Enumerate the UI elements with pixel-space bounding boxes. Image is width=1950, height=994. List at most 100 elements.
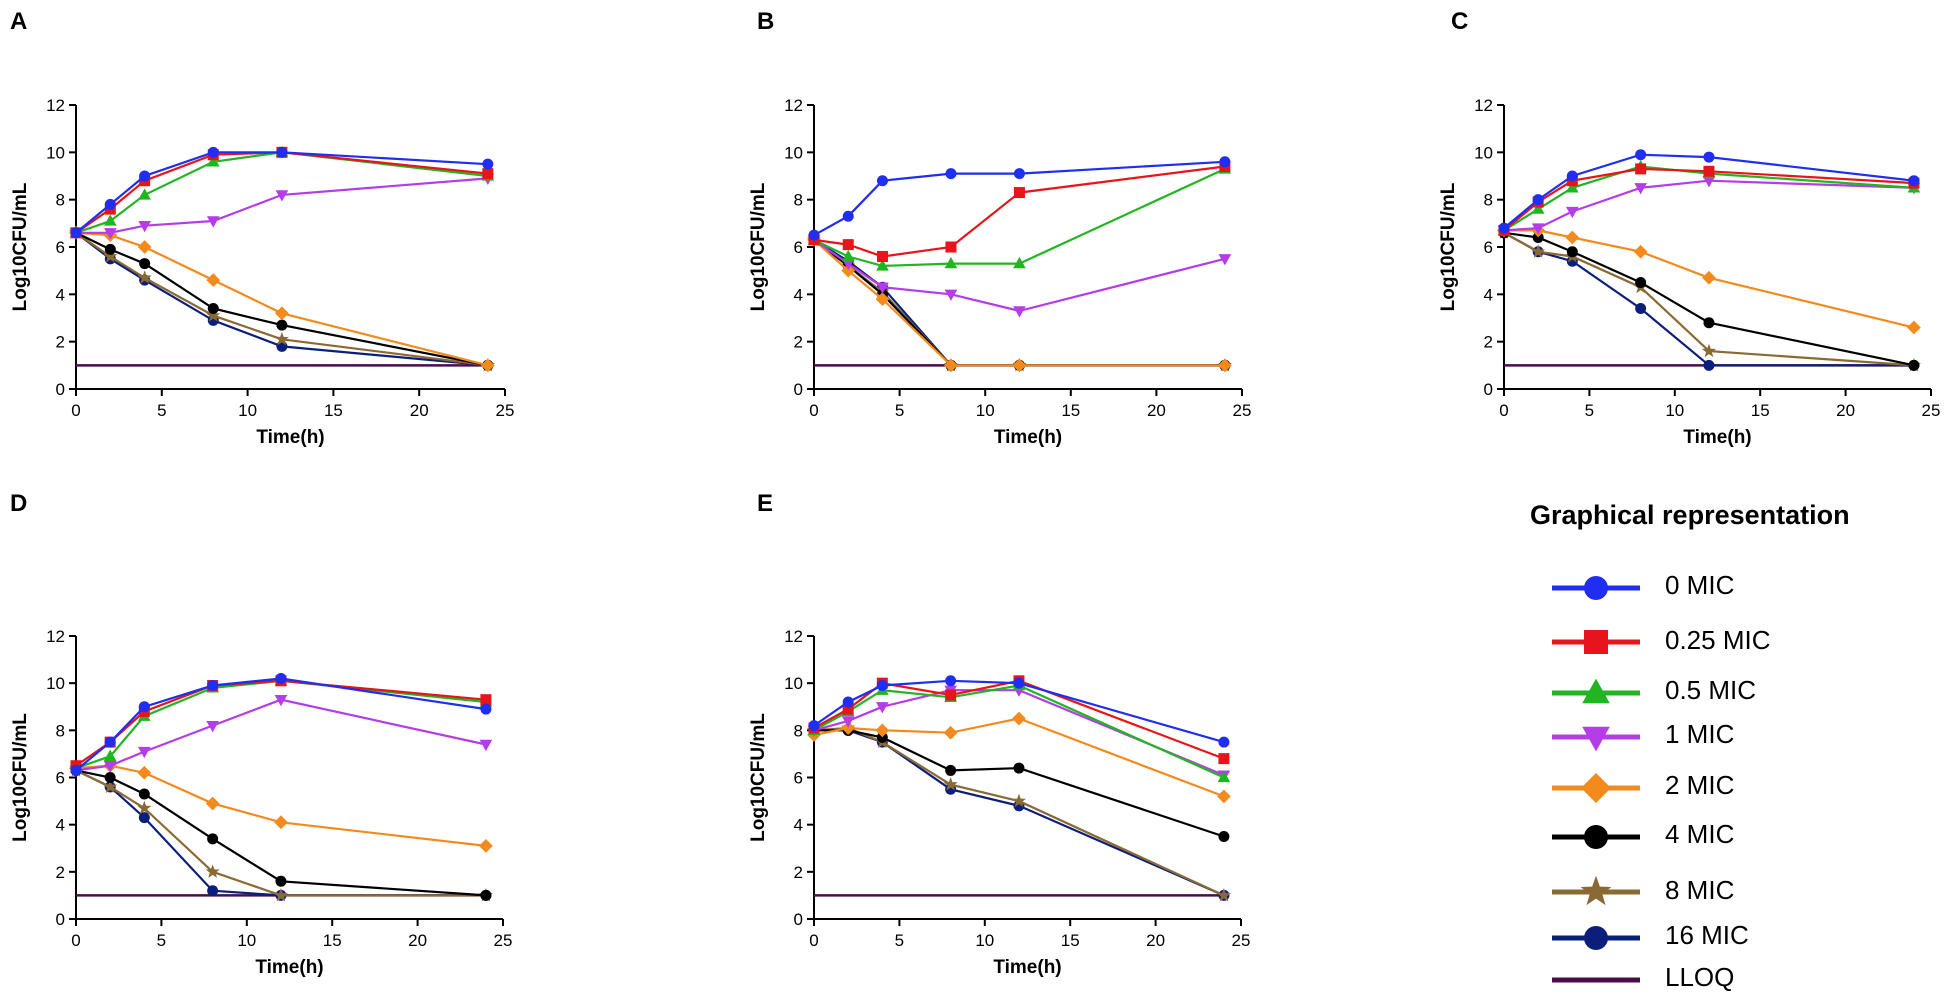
point-a-0-25-mic-5: [482, 168, 494, 180]
series-line-d-8-mic: [75, 769, 486, 897]
point-c-2-mic-4: [1702, 270, 1716, 285]
y-tick-label-c-4: 4: [1484, 285, 1493, 304]
point-c-1-mic-4: [1702, 176, 1716, 188]
y-tick-label-e-6: 6: [794, 769, 803, 788]
point-c-2-mic-2: [1565, 230, 1580, 245]
x-tick-label-c-25: 25: [1922, 401, 1941, 420]
point-a-0-mic-0: [70, 227, 82, 239]
y-tick-label-c-6: 6: [1484, 238, 1493, 257]
chart-panel-c: 0 2 4 6 8 10 12 0 5 10 15 20 25 Time(h) Log10CFU/mL: [1438, 96, 1940, 448]
x-tick-label-e-0: 0: [809, 931, 818, 950]
y-axis-title-c: Log10CFU/mL: [1438, 182, 1459, 311]
legend: Graphical representation 0 MIC 0.25 MIC …: [1530, 500, 1930, 992]
point-e-0-mic-1: [842, 696, 854, 708]
point-d-16-mic-2: [138, 812, 150, 824]
panel-label-c: C: [1451, 8, 1469, 35]
point-d-1-mic-1: [103, 761, 117, 773]
series-line-c-4-mic: [1503, 231, 1915, 367]
series-line-d-1-mic: [75, 698, 487, 772]
x-tick-label-a-10: 10: [238, 401, 257, 420]
x-tick-label-e-20: 20: [1146, 931, 1165, 950]
point-a-0-mic-1: [104, 198, 116, 210]
point-b-0-25-mic-4: [1013, 187, 1025, 199]
point-d-8-mic-2: [137, 800, 152, 815]
legend-swatches: [1552, 576, 1640, 983]
point-e-2-mic-4: [1012, 711, 1026, 726]
point-d-8-mic-4: [273, 887, 289, 902]
point-b-1-mic-1: [841, 258, 855, 271]
chart-panel-b: 0 2 4 6 8 10 12 0 5 10 15 20 25 Time(h) Log10CFU/mL: [748, 96, 1251, 448]
legend-label-0-mic: 0 MIC: [1665, 570, 1735, 600]
point-b-0-5-mic-1: [841, 249, 855, 262]
point-e-8-mic-5: [1216, 887, 1231, 902]
series-e-4-mic: [808, 724, 1230, 842]
point-d-16-mic-3: [207, 885, 219, 897]
series-line-e-0-5-mic: [813, 684, 1225, 779]
y-tick-label-a-4: 4: [56, 285, 65, 304]
point-d-0-mic-2: [138, 701, 150, 713]
point-a-0-mic-3: [207, 146, 219, 158]
series-b-2-mic: [807, 233, 1232, 373]
panel-label-a: A: [10, 8, 28, 35]
point-c-0-25-mic-3: [1635, 163, 1647, 175]
x-tick-label-c-5: 5: [1585, 401, 1594, 420]
point-d-8-mic-3: [205, 864, 220, 878]
point-e-0-25-mic-5: [1218, 753, 1230, 765]
series-line-a-0-25-mic: [75, 151, 488, 234]
point-d-2-mic-5: [479, 839, 493, 853]
point-c-1-mic-3: [1634, 183, 1647, 195]
x-tick-label-b-10: 10: [976, 401, 995, 420]
y-axis-title-a: Log10CFU/mL: [10, 182, 31, 311]
point-c-4-mic-5: [1908, 359, 1920, 371]
series-line-d-4-mic: [75, 769, 486, 897]
point-e-8-mic-3: [943, 777, 958, 791]
point-c-0-mic-1: [1532, 194, 1544, 206]
point-a-4-mic-1: [104, 243, 116, 255]
panel-label-d: D: [10, 490, 28, 517]
series-line-d-2-mic: [75, 764, 487, 847]
point-d-2-mic-3: [205, 796, 220, 811]
legend-marker-0-5-mic: [1582, 678, 1610, 704]
point-a-16-mic-4: [276, 340, 288, 352]
point-b-2-mic-3: [944, 358, 958, 373]
point-c-4-mic-3: [1635, 277, 1647, 288]
x-tick-label-a-0: 0: [71, 401, 80, 420]
point-a-1-mic-3: [206, 216, 220, 228]
series-b-1-mic: [807, 235, 1232, 318]
point-a-0-mic-2: [139, 170, 151, 182]
point-c-0-mic-2: [1566, 170, 1578, 182]
series-line-d-0-mic: [75, 677, 487, 772]
series-line-c-0-25-mic: [1503, 167, 1914, 232]
y-tick-label-a-0: 0: [56, 380, 65, 399]
x-tick-label-c-10: 10: [1665, 401, 1684, 420]
point-a-1-mic-4: [275, 190, 289, 202]
point-d-0-mic-5: [480, 703, 492, 715]
y-tick-label-d-0: 0: [56, 910, 65, 929]
point-e-0-mic-2: [876, 680, 888, 692]
x-tick-label-a-5: 5: [157, 401, 166, 420]
point-b-1-mic-2: [876, 282, 889, 294]
series-line-a-8-mic: [75, 231, 488, 367]
y-tick-label-c-0: 0: [1484, 380, 1493, 399]
y-tick-label-e-2: 2: [794, 863, 803, 882]
series-a-1-mic: [69, 173, 495, 240]
point-b-0-mic-2: [876, 175, 888, 187]
point-c-0-5-mic-2: [1565, 181, 1579, 193]
series-line-c-0-mic: [1503, 153, 1915, 229]
y-tick-label-b-0: 0: [794, 380, 803, 399]
series-b-16-mic: [808, 234, 1231, 371]
legend-marker-16-mic: [1584, 926, 1608, 950]
y-tick-label-e-0: 0: [794, 910, 803, 929]
panel-label-e: E: [757, 490, 774, 517]
point-a-4-mic-2: [139, 258, 151, 270]
point-e-0-5-mic-5: [1217, 770, 1231, 783]
point-a-8-mic-1: [103, 249, 118, 263]
legend-marker-0-mic: [1584, 576, 1608, 600]
legend-marker-1-mic: [1582, 726, 1610, 752]
series-line-c-1-mic: [1503, 179, 1914, 232]
y-axis-title-e: Log10CFU/mL: [748, 713, 769, 842]
x-axis-title-b: Time(h): [994, 427, 1062, 448]
point-c-0-mic-5: [1908, 175, 1920, 187]
